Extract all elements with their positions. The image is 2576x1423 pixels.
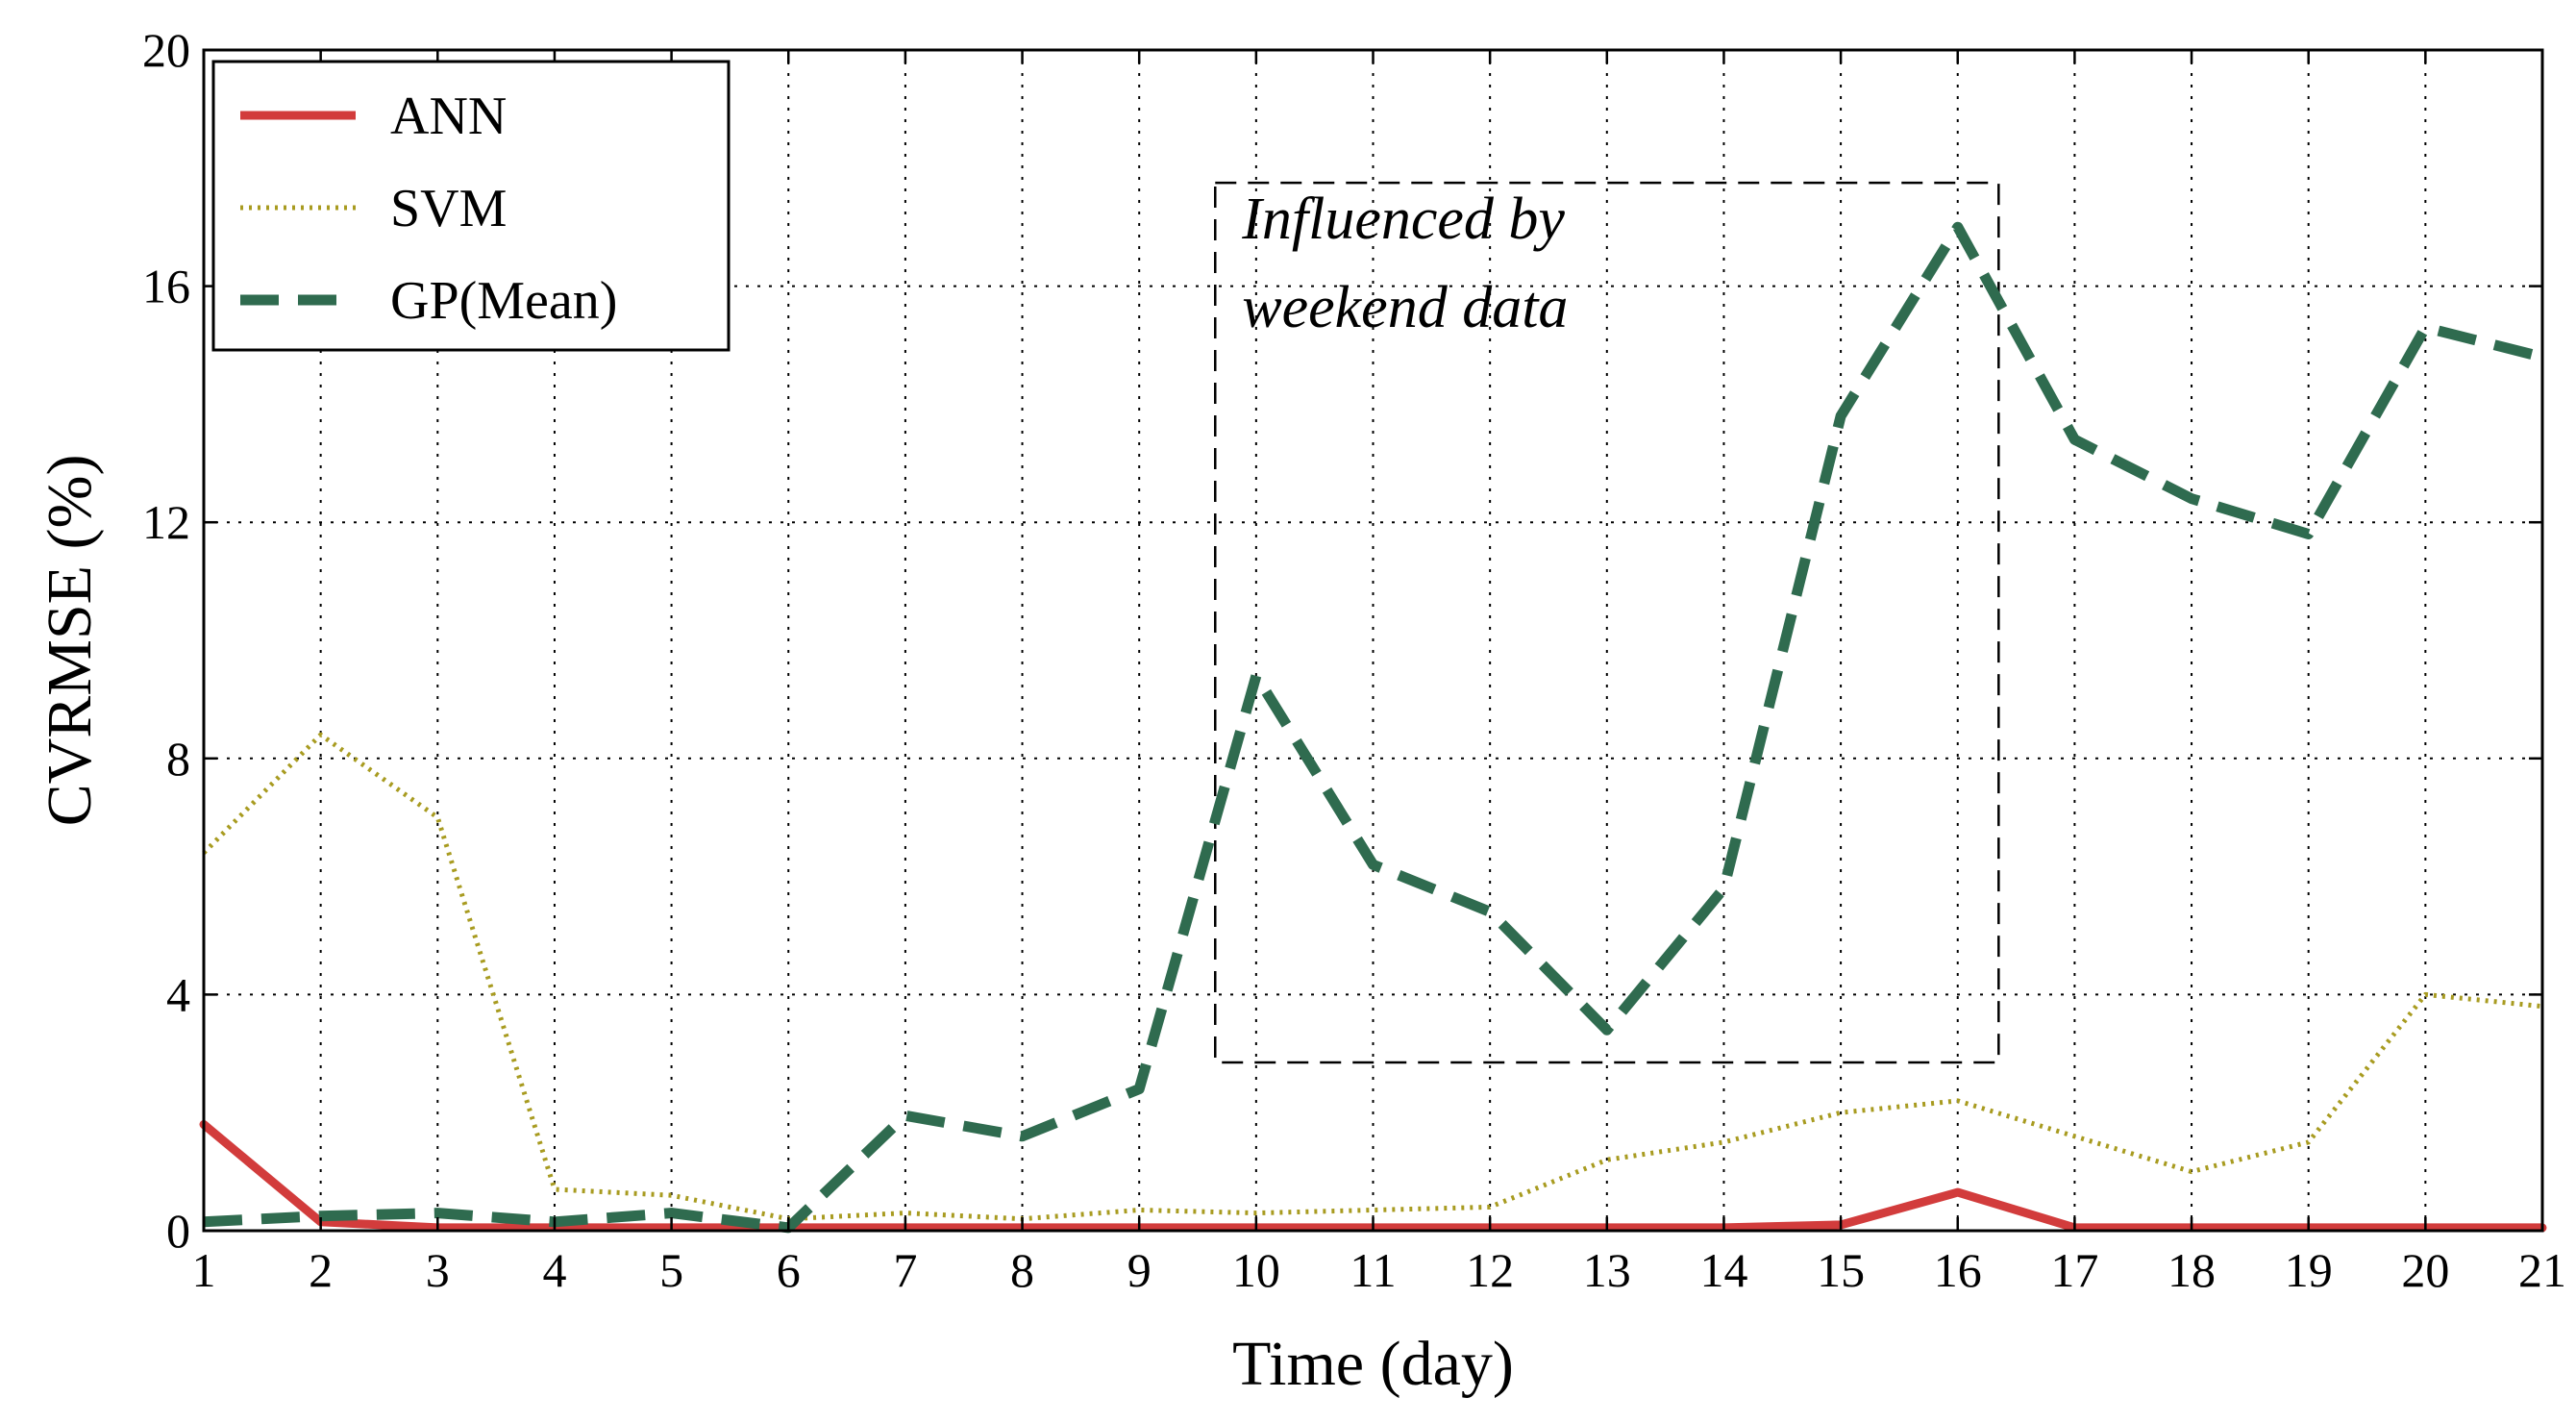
x-tick-label-18: 18: [2167, 1243, 2216, 1297]
y-tick-label-0: 0: [166, 1204, 190, 1258]
x-axis-label: Time (day): [1232, 1329, 1514, 1399]
legend-label-ann: ANN: [390, 87, 507, 146]
x-tick-label-2: 2: [309, 1243, 333, 1297]
legend: ANN SVM GP(Mean): [211, 60, 731, 352]
x-tick-label-19: 19: [2285, 1243, 2333, 1297]
x-tick-label-7: 7: [893, 1243, 917, 1297]
y-tick-label-12: 12: [142, 495, 190, 549]
x-tick-label-9: 9: [1127, 1243, 1152, 1297]
annotation-text-line-2: weekend data: [1242, 275, 1568, 340]
x-tick-label-10: 10: [1232, 1243, 1280, 1297]
x-tick-label-17: 17: [2050, 1243, 2098, 1297]
x-tick-label-3: 3: [426, 1243, 450, 1297]
annotation-rect: [1214, 181, 2000, 1064]
x-tick-label-14: 14: [1699, 1243, 1747, 1297]
annotation-text-line-1: Influenced by: [1241, 187, 1565, 252]
x-tick-label-16: 16: [1934, 1243, 1982, 1297]
y-axis-label: CVRMSE (%): [35, 455, 105, 827]
x-tick-label-8: 8: [1010, 1243, 1034, 1297]
series-line-gp-mean: [203, 221, 2544, 1234]
series-line-svm: [202, 732, 2543, 1222]
x-tick-label-11: 11: [1350, 1243, 1396, 1297]
y-tick-label-4: 4: [166, 967, 190, 1021]
legend-label-gp-mean: GP(Mean): [390, 271, 617, 331]
x-tick-label-21: 21: [2518, 1243, 2566, 1297]
annotation-box: Influenced by weekend data: [1214, 181, 2000, 1064]
legend-label-svm: SVM: [390, 179, 507, 238]
x-tick-label-13: 13: [1583, 1243, 1631, 1297]
x-tick-label-20: 20: [2401, 1243, 2449, 1297]
x-tick-label-12: 12: [1466, 1243, 1514, 1297]
x-tick-label-5: 5: [659, 1243, 683, 1297]
y-tick-label-8: 8: [166, 732, 190, 786]
x-tick-label-15: 15: [1817, 1243, 1865, 1297]
x-tick-label-4: 4: [542, 1243, 566, 1297]
x-tick-label-1: 1: [192, 1243, 216, 1297]
y-tick-label-20: 20: [142, 23, 190, 77]
y-tick-label-16: 16: [142, 260, 190, 313]
x-tick-label-6: 6: [777, 1243, 801, 1297]
axis-ticks: 1 2 3 4 5 6 7 8 9 10 11 12 13 14 15 16 17 18 19 20 210481216…: [142, 23, 2566, 1297]
